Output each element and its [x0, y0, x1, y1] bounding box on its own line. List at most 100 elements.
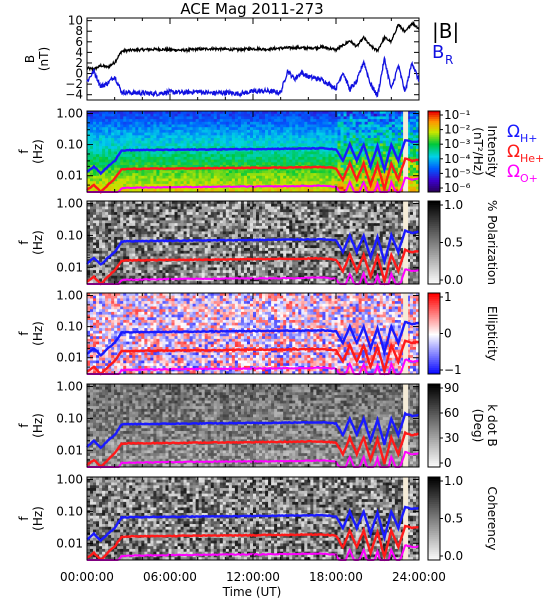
- y-axis-label: f: [17, 423, 31, 428]
- colorbar-tick-label: 60: [444, 406, 459, 420]
- panel-k-dot-b: 1.00 0.10 0.01 f (Hz) 90 60 30 0 k dot B(Deg): [17, 380, 499, 470]
- colorbar-tick-label: 10⁻³: [444, 137, 471, 151]
- colorbar-tick-label: 1.0: [444, 198, 463, 212]
- y-tick-label: 0.10: [56, 320, 83, 334]
- y-axis-unit: (Hz): [31, 230, 45, 255]
- y-tick-label: 10: [68, 14, 83, 28]
- legend-br: B: [432, 42, 444, 63]
- colorbar: 1.0 0.5 0.0 % Polarization: [427, 198, 499, 287]
- panel-polarization: 1.00 0.10 0.01 f (Hz) 1.0 0.5 0.0 % Polarization: [17, 197, 499, 287]
- y-tick-label: 8: [75, 24, 83, 38]
- gyrofrequency-line-Heplus: [86, 430, 420, 469]
- data-gap: [403, 384, 409, 467]
- series-b-magnitude: [86, 20, 420, 72]
- y-axis-label: f: [17, 149, 31, 154]
- series-br: [86, 55, 420, 99]
- y-tick-label: 0.01: [56, 169, 83, 183]
- gyrofrequency-line-Hplus: [86, 139, 420, 176]
- colorbar-tick-label: 10⁻¹: [444, 108, 471, 122]
- colorbar-tick-label: 10⁻⁶: [444, 181, 471, 195]
- y-tick-label: 2: [75, 56, 83, 70]
- colorbar-tick-label: 10⁻⁴: [444, 152, 471, 166]
- y-tick-label: 0: [75, 67, 83, 81]
- colorbar: 1 0 −1 Ellipticity: [427, 290, 499, 377]
- x-axis-label: Time (UT): [222, 585, 282, 599]
- legend-br-subscript: R: [445, 53, 453, 67]
- y-axis-label: f: [17, 240, 31, 245]
- panel-coherency: 1.00 0.10 0.01 f (Hz) 1.0 0.5 0.0 Coherency: [17, 473, 499, 563]
- colorbar-label: % Polarization: [485, 200, 499, 285]
- y-tick-label: 1.00: [56, 380, 83, 394]
- gyrofrequency-line-Hplus: [86, 411, 420, 450]
- legend-b-magnitude: |B|: [432, 19, 459, 43]
- gyrofrequency-line-Hplus: [86, 228, 420, 266]
- y-axis-unit: (Hz): [31, 506, 45, 531]
- colorbar-tick-label: 1.0: [444, 474, 463, 488]
- y-tick-label: 6: [75, 35, 83, 49]
- gyrofrequency-line-Hplus: [86, 505, 420, 543]
- colorbar-label: Ellipticity: [485, 306, 499, 361]
- colorbar: 1.0 0.5 0.0 Coherency: [427, 474, 499, 563]
- heatmap-cells: [87, 477, 420, 561]
- data-gap: [403, 477, 409, 560]
- legend-ion-1: He+: [520, 152, 544, 165]
- gyrofrequency-line-Heplus: [86, 339, 420, 376]
- colorbar: 90 60 30 0 k dot B(Deg): [427, 381, 499, 470]
- x-tick-label: 00:00:00: [60, 570, 114, 584]
- colorbar-tick-label: 30: [444, 431, 459, 445]
- colorbar-tick-label: 10⁻⁵: [444, 166, 471, 180]
- y-tick-label: 1.00: [56, 106, 83, 120]
- panel-power-spectrum: 1.00 0.10 0.01 f (Hz) 10⁻¹10⁻²10⁻³10⁻⁴10⁻⁵10⁻…: [17, 106, 499, 195]
- y-tick-label: 0.01: [56, 351, 83, 365]
- colorbar-tick-label: 90: [444, 381, 459, 395]
- x-tick-label: 18:00:00: [309, 570, 363, 584]
- y-axis-unit: (Hz): [31, 413, 45, 438]
- colorbar-tick-label: 0.0: [444, 549, 463, 563]
- gyrofrequency-line-Hplus: [86, 320, 419, 357]
- legend-omega-1: Ω: [507, 142, 520, 162]
- figure-title: ACE Mag 2011-273: [180, 0, 323, 18]
- colorbar: 10⁻¹10⁻²10⁻³10⁻⁴10⁻⁵10⁻⁶ Intensity(nT²/Hz…: [427, 108, 499, 195]
- x-tick-label: 12:00:00: [226, 570, 280, 584]
- colorbar-label: k dot B: [485, 404, 499, 446]
- gyrofrequency-line-Heplus: [86, 524, 420, 562]
- y-tick-label: 1.00: [56, 473, 83, 487]
- colorbar-label: Coherency: [485, 486, 499, 550]
- y-tick-label: 4: [75, 45, 83, 59]
- colorbar-tick-label: 0.5: [444, 512, 463, 526]
- panel-ellipticity: 1.00 0.10 0.01 f (Hz) 1 0 −1 Ellipticity: [17, 288, 499, 377]
- y-tick-label: 0.10: [56, 411, 83, 425]
- y-tick-label: 0.01: [56, 536, 83, 550]
- y-axis-label: f: [17, 331, 31, 336]
- colorbar-label: Intensity: [485, 125, 499, 177]
- y-tick-label: 0.10: [56, 228, 83, 242]
- gyrofrequency-line-Heplus: [86, 247, 420, 286]
- colorbar-tick-label: 0: [444, 327, 452, 341]
- data-gap: [403, 201, 409, 284]
- colorbar-unit: (Deg): [471, 409, 485, 443]
- panel-frame: [86, 17, 420, 101]
- colorbar-unit: (nT²/Hz): [471, 127, 485, 175]
- y-axis-label: f: [17, 516, 31, 521]
- colorbar-tick-label: 0.0: [444, 273, 463, 287]
- colorbar-tick-label: 1: [444, 290, 452, 304]
- y-axis-label: B: [23, 55, 37, 63]
- gyrofrequency-line-Heplus: [86, 157, 420, 194]
- y-axis-unit: (nT): [37, 47, 51, 71]
- data-gap: [403, 293, 409, 374]
- colorbar-tick-label: 0.5: [444, 236, 463, 250]
- y-tick-label: 0.01: [56, 443, 83, 457]
- colorbar-frame: [427, 383, 441, 468]
- y-axis-unit: (Hz): [31, 139, 45, 164]
- y-tick-label: 0.10: [56, 138, 83, 152]
- colorbar-tick-label: 0: [444, 456, 452, 470]
- y-tick-label: 0.01: [56, 260, 83, 274]
- colorbar-tick-label: −1: [444, 363, 462, 377]
- legend-omega-2: Ω: [507, 162, 520, 182]
- y-tick-label: −4: [65, 88, 83, 102]
- y-tick-label: 0.10: [56, 504, 83, 518]
- colorbar-tick-label: 10⁻²: [444, 123, 471, 137]
- x-tick-label: 06:00:00: [143, 570, 197, 584]
